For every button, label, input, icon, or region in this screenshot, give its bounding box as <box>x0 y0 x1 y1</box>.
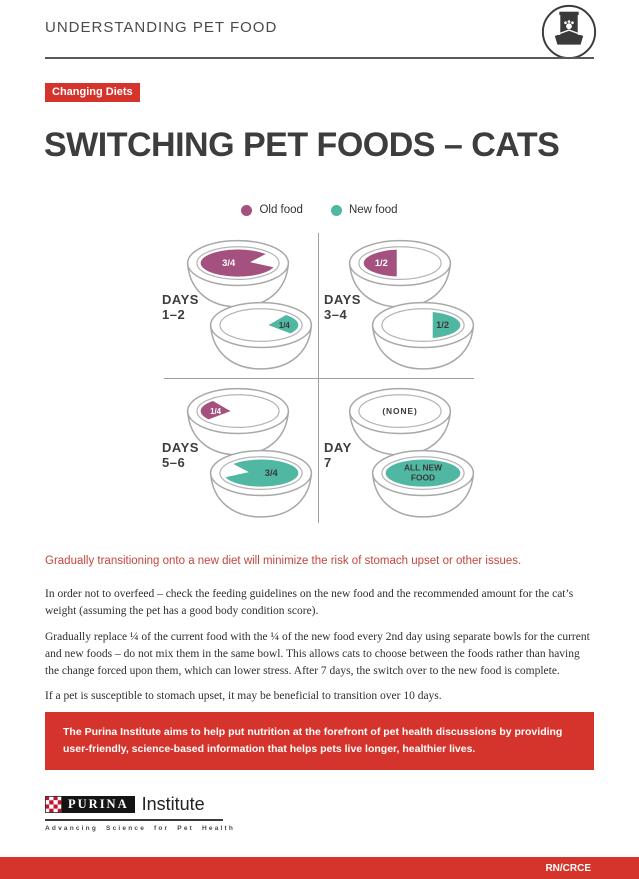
legend-item-old-food: Old food <box>241 204 303 216</box>
bowl-new-food: 1/4 <box>205 297 317 388</box>
day-word: DAY <box>324 440 352 455</box>
day-label: DAY 7 <box>324 440 368 471</box>
purina-checkerboard-icon <box>45 796 62 813</box>
bowl-transition-diagram: 3/4 1/4 DAYS 1–2 1/2 1/2 DAYS 3–4 1/4 3/4 … <box>160 233 478 525</box>
svg-text:1/2: 1/2 <box>436 320 449 330</box>
svg-text:1/2: 1/2 <box>375 258 388 268</box>
day-label: DAYS 5–6 <box>162 440 206 471</box>
day-range: 3–4 <box>324 306 348 322</box>
quadrant-divider-horizontal <box>164 378 474 379</box>
legend-label: New food <box>348 204 398 216</box>
svg-text:1/4: 1/4 <box>279 321 291 330</box>
quadrant-days-5-6: 1/4 3/4 DAYS 5–6 <box>160 381 318 526</box>
day-range: 1–2 <box>162 306 186 322</box>
svg-text:3/4: 3/4 <box>222 258 236 268</box>
bowl-old-food: (NONE) <box>344 383 456 474</box>
bowl-new-food: 3/4 <box>205 445 317 536</box>
purina-wordmark: PURINA <box>62 796 135 813</box>
logo-tagline: Advancing Science for Pet Health <box>45 824 236 832</box>
day-word: DAYS <box>162 440 199 455</box>
purina-institute-logo: PURINA Institute Advancing Science for P… <box>45 794 245 832</box>
legend-label: Old food <box>259 204 303 216</box>
page-title: SWITCHING PET FOODS – CATS <box>44 126 560 164</box>
bowl-old-food: 1/2 <box>344 235 456 326</box>
callout-text: The Purina Institute aims to help put nu… <box>63 725 563 755</box>
old-food-dot-icon <box>241 204 253 216</box>
category-badge: Changing Diets <box>45 83 140 102</box>
pet-food-bag-bowl-icon <box>540 3 598 61</box>
callout-box: The Purina Institute aims to help put nu… <box>45 712 594 770</box>
quadrant-day-7: (NONE) ALL NEW FOOD DAY 7 <box>322 381 480 526</box>
body-paragraph: If a pet is susceptible to stomach upset… <box>45 690 442 703</box>
footer-code: RN/CRCE <box>545 862 591 874</box>
header-divider <box>45 57 594 59</box>
logo-divider <box>45 819 223 821</box>
day-range: 7 <box>324 454 332 470</box>
body-paragraph: Gradually replace ¼ of the current food … <box>45 630 590 678</box>
quadrant-days-1-2: 3/4 1/4 DAYS 1–2 <box>160 233 318 378</box>
new-food-dot-icon <box>330 204 342 216</box>
footer-bar: RN/CRCE <box>0 857 639 879</box>
institute-label: Institute <box>141 794 205 814</box>
day-word: DAYS <box>162 292 199 307</box>
bowl-new-food: ALL NEW FOOD <box>367 445 479 536</box>
header-title: UNDERSTANDING PET FOOD <box>45 19 278 36</box>
body-paragraphs: In order not to overfeed – check the fee… <box>45 586 596 714</box>
day-label: DAYS 3–4 <box>324 292 368 323</box>
day-range: 5–6 <box>162 454 186 470</box>
legend-item-new-food: New food <box>330 204 398 216</box>
bowl-old-food: 3/4 <box>182 235 294 326</box>
svg-text:(NONE): (NONE) <box>382 406 417 416</box>
day-word: DAYS <box>324 292 361 307</box>
quadrant-days-3-4: 1/2 1/2 DAYS 3–4 <box>322 233 480 378</box>
body-paragraph: In order not to overfeed – check the fee… <box>45 588 574 618</box>
legend: Old food New food <box>0 204 639 216</box>
day-label: DAYS 1–2 <box>162 292 206 323</box>
bowl-new-food: 1/2 <box>367 297 479 388</box>
bowl-old-food: 1/4 <box>182 383 294 474</box>
svg-text:3/4: 3/4 <box>265 468 279 478</box>
svg-text:1/4: 1/4 <box>210 407 222 416</box>
highlight-text: Gradually transitioning onto a new diet … <box>45 555 522 567</box>
